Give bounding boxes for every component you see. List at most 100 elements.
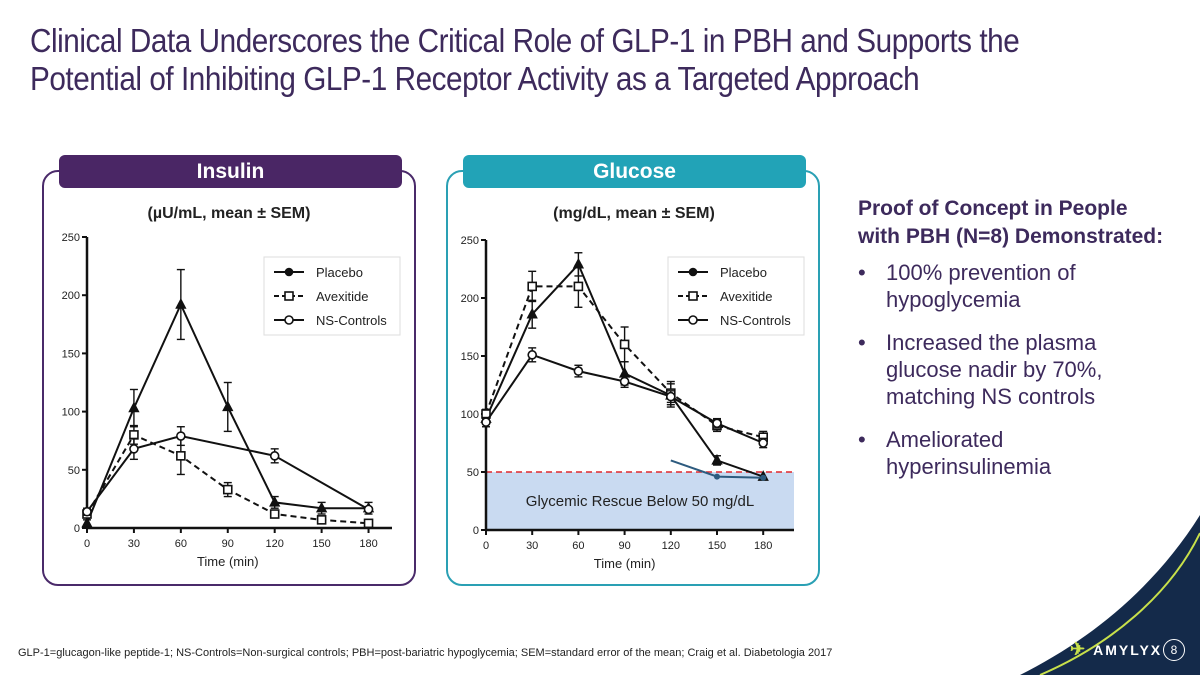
legend-label: NS-Controls (720, 313, 791, 328)
x-tick-label: 30 (128, 538, 140, 550)
x-tick-label: 0 (483, 540, 489, 552)
data-point-ns-controls (129, 444, 139, 454)
x-tick-label: 30 (526, 540, 538, 552)
x-tick-label: 120 (662, 540, 680, 552)
x-tick-label: 120 (266, 538, 284, 550)
data-point-placebo (81, 516, 93, 528)
proof-of-concept-summary: Proof of Concept in People with PBH (N=8… (858, 195, 1188, 496)
data-point-avexitide (527, 281, 538, 292)
data-point-placebo (222, 400, 234, 412)
data-point-placebo (711, 453, 723, 465)
legend-marker (284, 291, 294, 301)
bullet-glyph: • (858, 330, 866, 355)
legend-marker (688, 291, 698, 301)
corner-accent-line (1039, 532, 1200, 675)
bullet-text: hypoglycemia (886, 287, 1021, 312)
y-tick-label: 0 (74, 523, 80, 535)
data-point-ns-controls (481, 417, 491, 427)
legend-label: Avexitide (316, 289, 369, 304)
bullet-text: glucose nadir by 70%, (886, 357, 1103, 382)
footnote: GLP-1=glucagon-like peptide-1; NS-Contro… (18, 647, 833, 659)
legend-label: NS-Controls (316, 313, 387, 328)
legend-marker (688, 267, 698, 277)
legend-label: Avexitide (720, 289, 773, 304)
data-point-ns-controls (82, 506, 92, 517)
y-tick-label: 150 (62, 348, 80, 360)
glucose-panel-header: Glucose (463, 155, 806, 188)
data-point-ns-controls (527, 350, 538, 360)
legend-marker (688, 315, 698, 325)
y-tick-label: 250 (461, 235, 479, 247)
bullet-text: matching NS controls (886, 384, 1096, 409)
data-point-ns-controls (363, 504, 374, 515)
slide-title-line1: Clinical Data Underscores the Critical R… (30, 22, 1020, 59)
x-tick-label: 60 (175, 538, 187, 550)
y-tick-label: 200 (461, 293, 479, 305)
data-point-placebo (128, 401, 140, 413)
data-point-avexitide (222, 484, 233, 495)
bullet-text: 100% prevention of (886, 260, 1076, 285)
y-tick-label: 100 (461, 409, 479, 421)
threshold-label: Glycemic Rescue Below 50 mg/dL (526, 493, 754, 510)
data-point-placebo (175, 298, 187, 309)
data-point-ns-controls (712, 418, 722, 429)
data-point-ns-controls (269, 451, 280, 461)
summary-bullet: • Ameliorated hyperinsulinemia (858, 426, 1188, 480)
legend-marker (284, 315, 294, 325)
x-axis-label: Time (min) (197, 554, 259, 569)
bullet-text: Ameliorated (886, 427, 1004, 452)
brand-name: AMYLYX (1093, 641, 1163, 658)
y-tick-label: 50 (467, 467, 479, 479)
x-tick-label: 180 (359, 538, 377, 550)
data-point-placebo (526, 307, 538, 319)
x-tick-label: 150 (708, 540, 726, 552)
data-point-avexitide (176, 451, 186, 461)
bullet-text: Increased the plasma (886, 330, 1097, 355)
data-point-ns-controls (176, 431, 186, 441)
chart-subtitle: (mg/dL, mean ± SEM) (553, 205, 715, 222)
data-point-ns-controls (619, 376, 630, 387)
data-point-ns-controls (573, 366, 584, 376)
data-point-placebo (269, 495, 281, 507)
summary-heading-line1: Proof of Concept in People (858, 197, 1128, 220)
summary-bullet: • 100% prevention of hypoglycemia (858, 259, 1188, 313)
bullet-glyph: • (858, 427, 866, 452)
data-point-ns-controls (758, 438, 769, 448)
summary-heading-line2: with PBH (N=8) Demonstrated: (858, 225, 1164, 248)
slide-title-line2: Potential of Inhibiting GLP-1 Receptor A… (30, 60, 920, 97)
rescue-region (486, 472, 794, 530)
slide-title: Clinical Data Underscores the Critical R… (30, 22, 1020, 98)
x-tick-label: 180 (754, 540, 772, 552)
summary-heading: Proof of Concept in People with PBH (N=8… (858, 195, 1188, 251)
x-tick-label: 0 (84, 538, 90, 550)
placebo-nadir-point (760, 474, 767, 481)
insulin-panel-header: Insulin (59, 155, 402, 188)
chart-subtitle: (µU/mL, mean ± SEM) (148, 205, 311, 222)
y-tick-label: 100 (62, 407, 80, 419)
summary-bullet-list: • 100% prevention of hypoglycemia • Incr… (858, 259, 1188, 480)
data-point-avexitide (316, 515, 327, 525)
y-tick-label: 50 (68, 465, 80, 477)
y-tick-label: 0 (473, 525, 479, 537)
data-point-ns-controls (665, 391, 676, 402)
corner-navy-shape (1020, 515, 1200, 675)
x-tick-label: 60 (572, 540, 584, 552)
data-point-avexitide (619, 339, 630, 350)
y-tick-label: 250 (62, 232, 80, 244)
page-number: 8 (1163, 639, 1185, 661)
placebo-nadir-point (714, 473, 720, 480)
corner-graphic (1020, 515, 1200, 675)
y-tick-label: 150 (461, 351, 479, 363)
legend-marker (284, 267, 294, 277)
data-point-avexitide (269, 509, 280, 519)
legend-label: Placebo (720, 265, 767, 280)
y-tick-label: 200 (62, 290, 80, 302)
x-tick-label: 90 (618, 540, 630, 552)
x-tick-label: 150 (312, 538, 330, 550)
x-axis-label: Time (min) (594, 556, 656, 571)
legend-label: Placebo (316, 265, 363, 280)
bullet-text: hyperinsulinemia (886, 454, 1052, 479)
brand-mark-icon: ✈ (1070, 639, 1088, 659)
